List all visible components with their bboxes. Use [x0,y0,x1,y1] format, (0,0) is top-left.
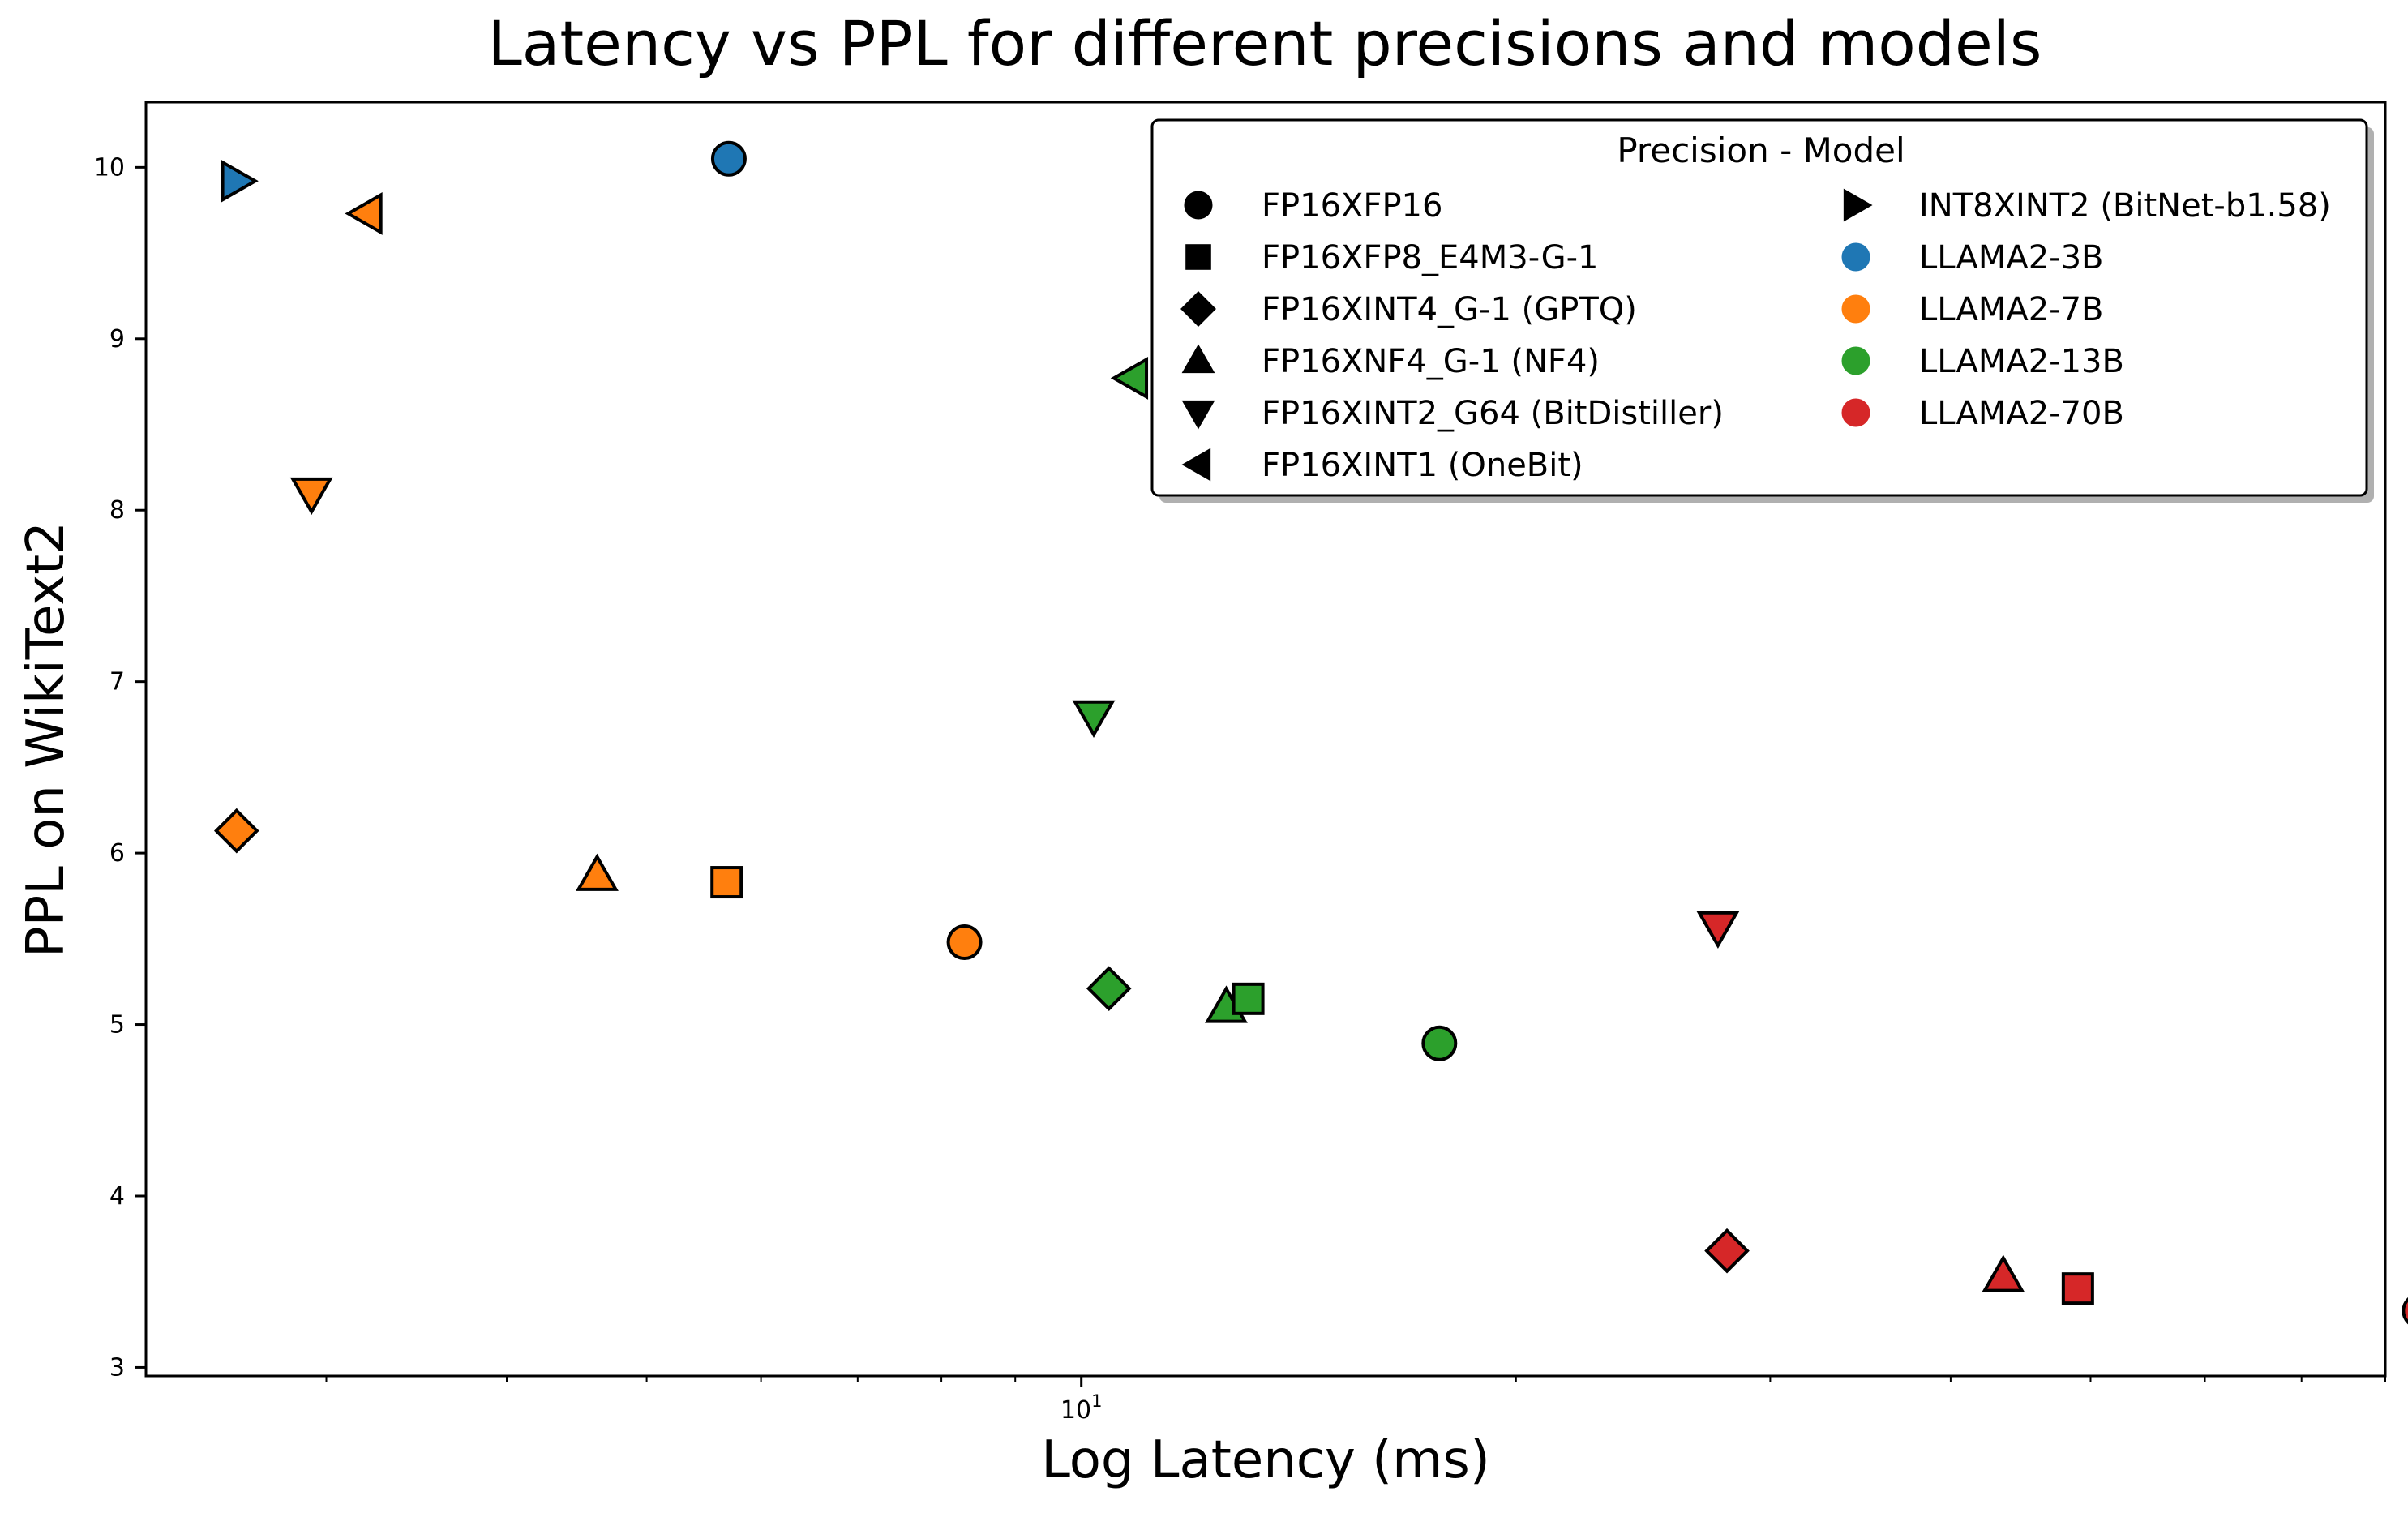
y-axis-label: PPL on WikiText2 [16,521,76,958]
data-point-0 [221,159,259,203]
legend-marker-1 [1185,244,1211,270]
legend-marker-5 [1181,448,1211,482]
legend-entry-1: FP16XFP8_E4M3-G-1 [1185,239,1598,276]
legend-box [1150,118,2368,497]
legend-entry-5: FP16XINT1 (OneBit) [1181,447,1583,484]
data-point-1 [710,140,747,177]
y-tick-label-5: 8 [109,496,125,525]
legend-model-label-0: INT8XINT2 (BitNet-b1.58) [1919,187,2331,225]
legend-label-5: FP16XINT1 (OneBit) [1262,447,1583,484]
data-point-10 [1086,966,1132,1011]
y-tick-label-2: 5 [109,1011,125,1039]
x-axis-label: Log Latency (ms) [1041,1430,1490,1490]
legend-model-entry-0: INT8XINT2 (BitNet-b1.58) [1843,187,2331,225]
legend-model-entry-3: LLAMA2-13B [1841,343,2124,380]
data-point-17 [2061,1272,2094,1305]
legend: Precision - Model FP16XFP16 FP16XFP8_E4M3-… [1150,118,2374,503]
legend-entry-2: FP16XINT4_G-1 (GPTQ) [1180,291,1637,328]
data-point-14 [1696,911,1740,949]
legend-entry-4: FP16XINT2_G64 (BitDistiller) [1181,395,1724,432]
data-point-18 [2402,1297,2408,1325]
plot-frame [144,101,2387,1378]
chart-title: Latency vs PPL for different precisions … [487,7,2042,79]
y-tick-label-6: 9 [109,325,125,354]
legend-model-label-4: LLAMA2-70B [1919,395,2124,432]
legend-model-entry-2: LLAMA2-7B [1841,291,2104,328]
y-tick-label-4: 7 [109,668,125,696]
data-point-9 [1072,700,1116,738]
data-point-7 [946,924,983,961]
legend-marker-3 [1181,344,1215,374]
legend-label-4: FP16XINT2_G64 (BitDistiller) [1262,395,1724,432]
data-point-6 [710,866,743,899]
legend-title: Precision - Model [1617,131,1905,170]
legend-marker-0 [1184,191,1213,220]
legend-model-marker-1 [1841,242,1870,272]
data-point-12 [1232,982,1265,1015]
legend-entry-3: FP16XNF4_G-1 (NF4) [1181,343,1600,380]
legend-model-label-3: LLAMA2-13B [1919,343,2124,380]
legend-model-label-2: LLAMA2-7B [1919,291,2104,328]
legend-marker-4 [1181,400,1215,430]
data-point-8 [1110,356,1149,400]
legend-model-marker-3 [1841,346,1870,375]
data-point-5 [576,853,619,891]
legend-label-2: FP16XINT4_G-1 (GPTQ) [1262,291,1637,328]
data-point-2 [345,191,383,235]
y-tick-label-3: 6 [109,839,125,868]
y-tick-label-7: 10 [94,153,125,182]
data-point-15 [1704,1228,1750,1274]
y-tick-label-0: 3 [109,1353,125,1382]
data-point-13 [1421,1025,1458,1061]
legend-marker-2 [1180,291,1216,327]
legend-label-1: FP16XFP8_E4M3-G-1 [1262,239,1598,276]
data-point-4 [213,808,259,854]
y-tick-label-1: 4 [109,1182,125,1211]
data-points [213,140,2408,1325]
legend-model-marker-2 [1841,294,1870,324]
data-point-3 [289,477,333,516]
legend-entry-0: FP16XFP16 [1184,187,1442,225]
legend-model-entry-4: LLAMA2-70B [1841,395,2124,432]
legend-model-label-1: LLAMA2-3B [1919,239,2104,276]
legend-label-3: FP16XNF4_G-1 (NF4) [1262,343,1600,380]
legend-model-marker-0 [1843,188,1873,222]
legend-model-entry-1: LLAMA2-3B [1841,239,2104,276]
legend-label-0: FP16XFP16 [1262,187,1442,225]
data-point-16 [1982,1254,2025,1292]
legend-model-marker-4 [1841,398,1870,427]
